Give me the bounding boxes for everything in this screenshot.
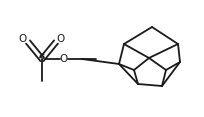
Text: O: O <box>19 34 27 44</box>
Text: O: O <box>57 34 65 44</box>
Text: S: S <box>39 54 45 64</box>
Text: O: O <box>60 54 68 64</box>
